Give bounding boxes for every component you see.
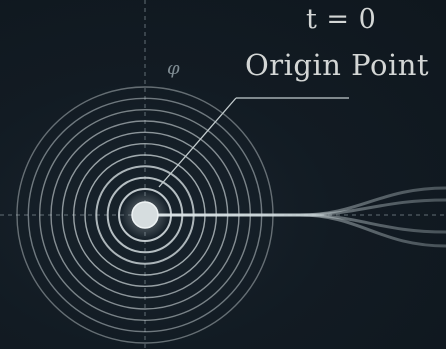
beam-strands <box>156 186 446 248</box>
origin-point-marker <box>131 201 159 229</box>
origin-point-label: Origin Point <box>245 48 430 82</box>
leader-line-diagonal <box>158 97 237 188</box>
axis-symbol-label: φ <box>167 58 180 79</box>
beam-strand-5 <box>157 213 446 248</box>
time-label: t = 0 <box>306 4 377 35</box>
beam-strand-4 <box>157 213 446 234</box>
